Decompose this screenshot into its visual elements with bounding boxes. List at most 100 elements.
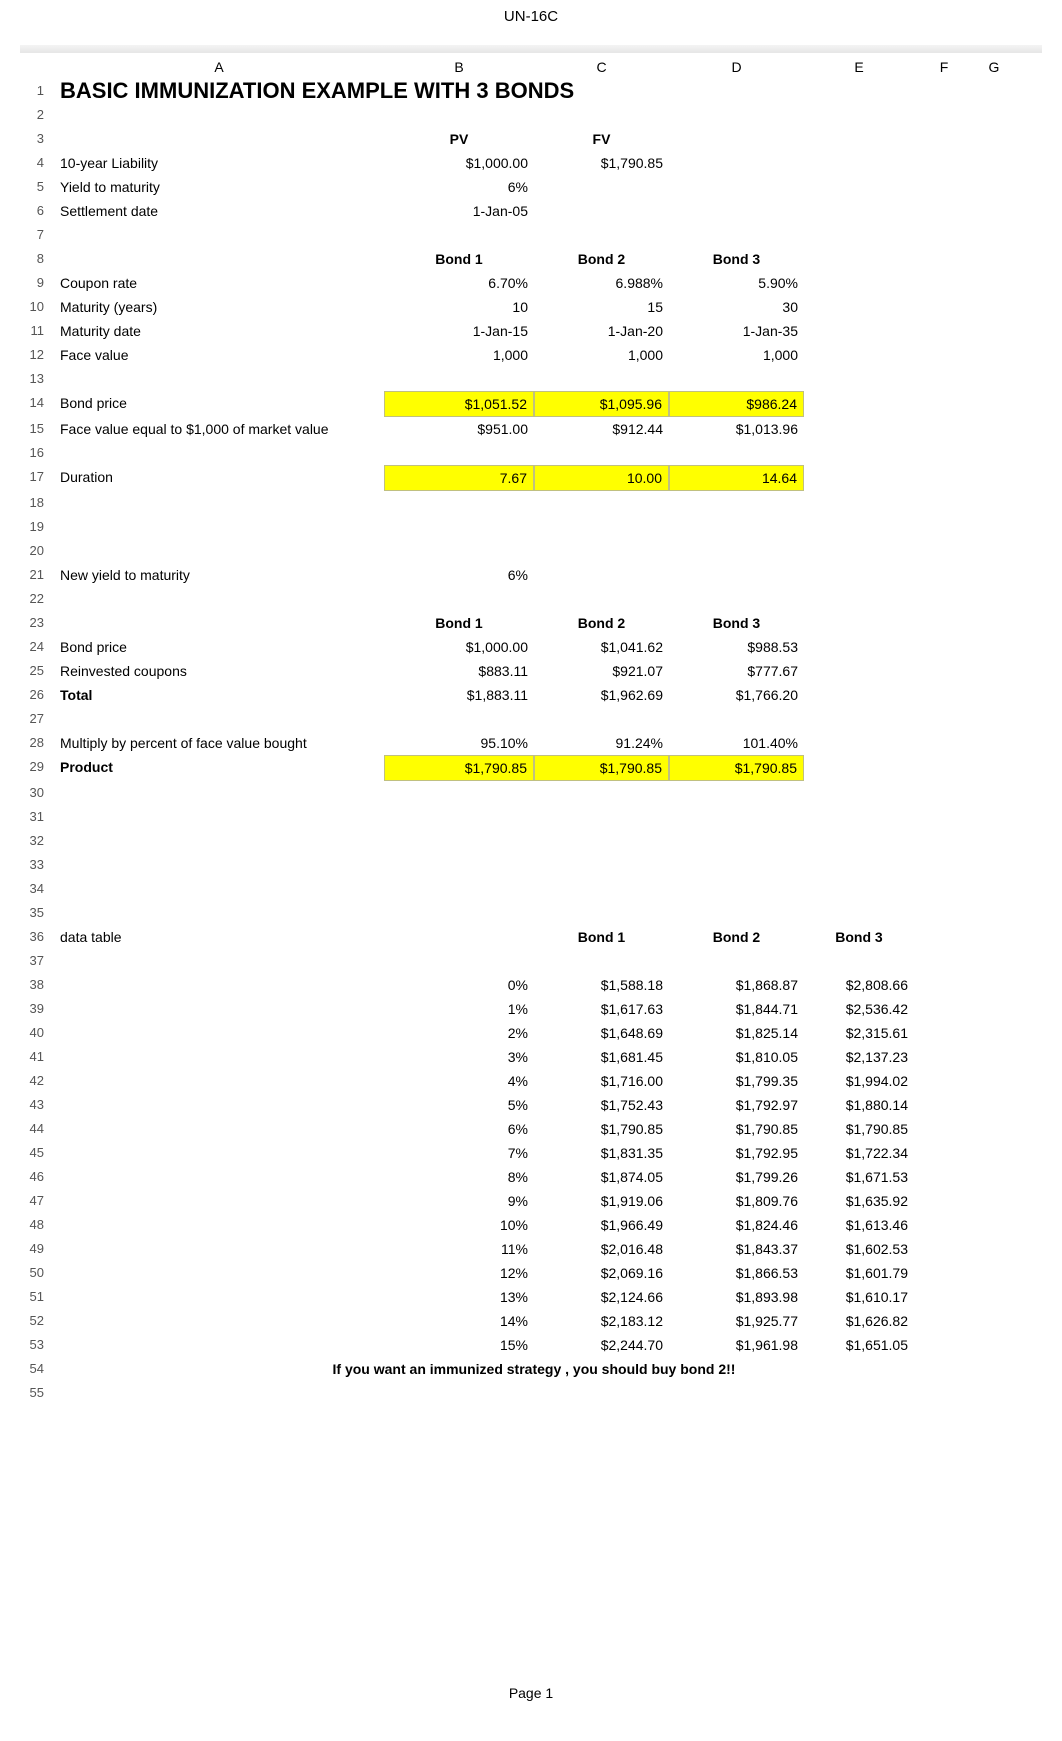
blank-cell	[914, 1117, 974, 1141]
blank-cell	[914, 1333, 974, 1357]
bond1-hdr2: Bond 1	[384, 611, 534, 635]
dt-b2: $1,925.77	[669, 1309, 804, 1333]
blank-cell	[54, 1117, 384, 1141]
dur-b3: 14.64	[669, 465, 804, 491]
blank-cell	[669, 829, 804, 853]
blank-cell	[54, 539, 384, 563]
blank-cell	[914, 587, 974, 611]
col-header-e: E	[804, 55, 914, 79]
blank-cell	[974, 539, 1014, 563]
blank-cell	[974, 1285, 1014, 1309]
blank-cell	[974, 247, 1014, 271]
blank-cell	[804, 877, 914, 901]
blank-cell	[804, 223, 914, 247]
fv1000-b3: $1,013.96	[669, 417, 804, 441]
footer-note: If you want an immunized strategy , you …	[54, 1357, 1014, 1381]
label-total: Total	[54, 683, 384, 707]
dt-pct: 3%	[384, 1045, 534, 1069]
dt-b1: $1,648.69	[534, 1021, 669, 1045]
dt-b1: $1,681.45	[534, 1045, 669, 1069]
blank-cell	[804, 853, 914, 877]
blank-cell	[974, 587, 1014, 611]
row-number: 17	[20, 465, 54, 491]
tot-b3: $1,766.20	[669, 683, 804, 707]
blank-cell	[914, 247, 974, 271]
blank-cell	[534, 441, 669, 465]
blank-cell	[974, 199, 1014, 223]
blank-cell	[54, 707, 384, 731]
tot-b2: $1,962.69	[534, 683, 669, 707]
blank-cell	[974, 1333, 1014, 1357]
dt-b3: $1,880.14	[804, 1093, 914, 1117]
dt-b2: $1,893.98	[669, 1285, 804, 1309]
blank-cell	[384, 1381, 534, 1405]
blank-cell	[974, 1237, 1014, 1261]
label-bondprice2: Bond price	[54, 635, 384, 659]
blank-cell	[669, 127, 804, 151]
dt-b1: $2,183.12	[534, 1309, 669, 1333]
blank-cell	[914, 1261, 974, 1285]
row-number: 5	[20, 175, 54, 199]
blank-cell	[669, 103, 804, 127]
blank-cell	[804, 635, 914, 659]
blank-cell	[54, 1381, 384, 1405]
blank-cell	[534, 829, 669, 853]
row-number: 19	[20, 515, 54, 539]
row-number: 35	[20, 901, 54, 925]
blank-cell	[804, 127, 914, 151]
bond3-hdr2: Bond 3	[669, 611, 804, 635]
blank-cell	[974, 1261, 1014, 1285]
dt-hdr-e: Bond 3	[804, 925, 914, 949]
blank-cell	[914, 781, 974, 805]
label-matdate: Maturity date	[54, 319, 384, 343]
blank-cell	[974, 491, 1014, 515]
row-number: 13	[20, 367, 54, 391]
blank-cell	[534, 901, 669, 925]
blank-cell	[914, 707, 974, 731]
dt-b2: $1,866.53	[669, 1261, 804, 1285]
row-number: 6	[20, 199, 54, 223]
dt-pct: 13%	[384, 1285, 534, 1309]
dt-pct: 2%	[384, 1021, 534, 1045]
blank-cell	[914, 611, 974, 635]
dt-b2: $1,792.97	[669, 1093, 804, 1117]
blank-cell	[54, 587, 384, 611]
blank-cell	[914, 1045, 974, 1069]
settle-value: 1-Jan-05	[384, 199, 534, 223]
row-number: 51	[20, 1285, 54, 1309]
blank-cell	[804, 465, 914, 491]
dt-b1: $1,831.35	[534, 1141, 669, 1165]
blank-cell	[534, 199, 669, 223]
blank-cell	[974, 465, 1014, 491]
maty-b3: 30	[669, 295, 804, 319]
row-number: 46	[20, 1165, 54, 1189]
dt-pct: 1%	[384, 997, 534, 1021]
row-number: 54	[20, 1357, 54, 1381]
blank-cell	[914, 223, 974, 247]
bond2-hdr2: Bond 2	[534, 611, 669, 635]
col-header-g: G	[974, 55, 1014, 79]
row-number: 15	[20, 417, 54, 441]
blank-cell	[669, 515, 804, 539]
price-b2: $1,095.96	[534, 391, 669, 417]
row-number: 8	[20, 247, 54, 271]
blank-cell	[384, 223, 534, 247]
label-liability: 10-year Liability	[54, 151, 384, 175]
blank-cell	[534, 781, 669, 805]
row-number: 48	[20, 1213, 54, 1237]
blank-cell	[914, 997, 974, 1021]
blank-cell	[669, 587, 804, 611]
blank-cell	[384, 367, 534, 391]
dt-pct: 15%	[384, 1333, 534, 1357]
row-number: 20	[20, 539, 54, 563]
blank-cell	[914, 1021, 974, 1045]
blank-cell	[804, 151, 914, 175]
blank-cell	[804, 659, 914, 683]
blank-cell	[914, 683, 974, 707]
row-number: 32	[20, 829, 54, 853]
blank-cell	[804, 271, 914, 295]
bond1-hdr: Bond 1	[384, 247, 534, 271]
label-datatable: data table	[54, 925, 384, 949]
blank-cell	[669, 781, 804, 805]
blank-cell	[914, 1093, 974, 1117]
